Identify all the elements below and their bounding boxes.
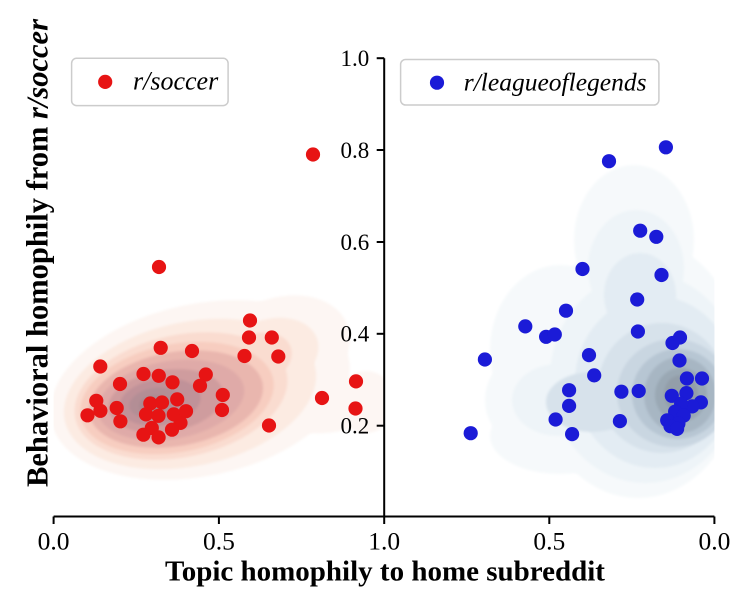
svg-text:Behavioral homophily from r/so: Behavioral homophily from r/soccer bbox=[21, 18, 55, 487]
svg-text:Topic homophily to home subred: Topic homophily to home subreddit bbox=[165, 556, 605, 588]
svg-text:r/leagueoflegends: r/leagueoflegends bbox=[464, 68, 647, 97]
svg-text:1.0: 1.0 bbox=[368, 526, 400, 555]
svg-text:0.8: 0.8 bbox=[340, 138, 369, 163]
svg-text:0.5: 0.5 bbox=[203, 526, 235, 555]
svg-text:0.0: 0.0 bbox=[38, 526, 70, 555]
svg-text:r/soccer: r/soccer bbox=[133, 67, 219, 96]
svg-text:0.5: 0.5 bbox=[533, 526, 565, 555]
svg-text:0.0: 0.0 bbox=[698, 526, 730, 555]
svg-text:1.0: 1.0 bbox=[340, 46, 369, 71]
svg-text:0.2: 0.2 bbox=[340, 414, 369, 439]
svg-text:0.6: 0.6 bbox=[340, 230, 369, 255]
svg-text:0.4: 0.4 bbox=[340, 322, 369, 347]
